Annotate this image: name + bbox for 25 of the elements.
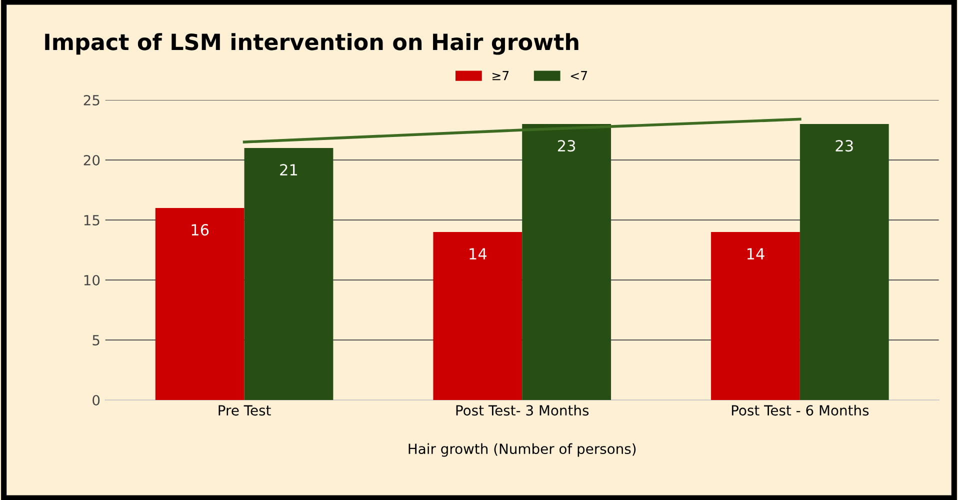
y-tick-label: 25 [84,94,100,106]
x-tick-label: Post Test- 3 Months [456,404,589,416]
bar [433,232,522,400]
data-label: 23 [558,140,576,152]
x-tick-label: Pre Test [218,405,271,416]
y-tick-label: 10 [84,274,100,286]
y-tick-label: 0 [92,394,100,406]
data-label: 14 [747,248,764,260]
bar [711,232,800,400]
bar [155,208,244,400]
y-tick-label: 5 [92,335,100,346]
x-axis-title: Hair growth (Number of persons) [408,443,636,457]
legend-label: ≥7 [492,71,509,80]
data-label: 16 [192,224,209,236]
data-label: 14 [470,248,487,260]
bar [244,148,334,400]
y-tick-label: 15 [84,215,100,226]
data-label: 23 [836,140,853,152]
y-tick-label: 20 [84,154,100,166]
chart-title: Impact of LSM intervention on Hair growth [45,33,578,55]
x-tick-label: Post Test - 6 Months [732,404,869,416]
data-label: 21 [280,164,298,176]
bar [522,124,612,400]
legend-label: <7 [570,71,587,80]
bar [800,124,889,400]
